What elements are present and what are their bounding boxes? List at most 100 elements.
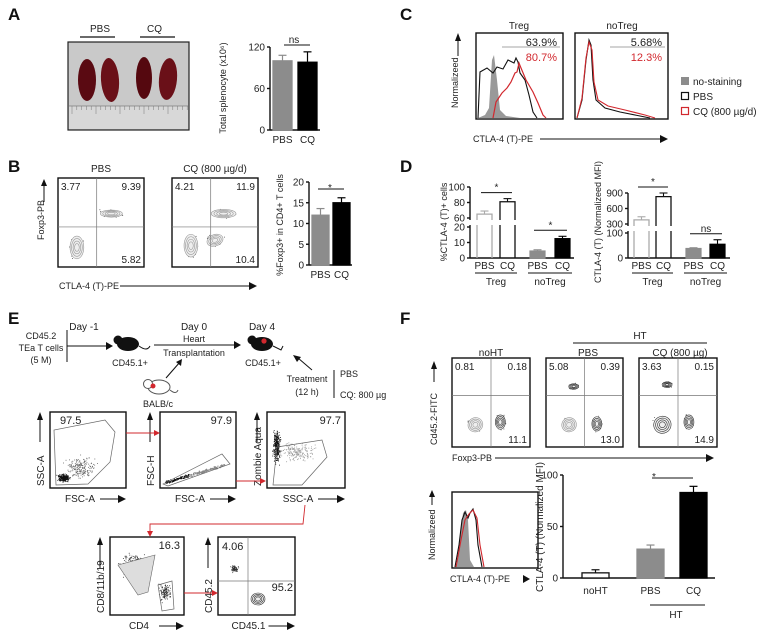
- event-dot: [277, 449, 279, 451]
- flow-plot-cq: 3.63 0.15 14.9: [638, 357, 718, 448]
- event-dot: [83, 466, 85, 468]
- event-dot: [213, 466, 215, 468]
- event-dot: [161, 594, 163, 596]
- donor-label: BALB/c: [143, 399, 174, 409]
- event-dot: [69, 459, 71, 461]
- event-dot: [279, 436, 281, 438]
- event-dot: [83, 471, 85, 473]
- event-dot: [301, 448, 303, 450]
- event-dot: [77, 468, 79, 470]
- population-contour: [469, 418, 482, 431]
- event-dot: [197, 472, 199, 474]
- event-dot: [123, 560, 125, 562]
- event-dot: [160, 584, 162, 586]
- event-dot: [304, 454, 306, 456]
- event-dot: [83, 458, 85, 460]
- event-dot: [67, 464, 69, 466]
- bar-cq: [297, 61, 318, 131]
- population-contour: [685, 417, 693, 427]
- population-contour: [208, 235, 222, 246]
- event-dot: [167, 595, 169, 597]
- event-dot: [298, 450, 300, 452]
- y-axis-arrowhead: [97, 537, 103, 545]
- event-dot: [71, 462, 73, 464]
- x-axis-arrowhead: [176, 622, 184, 630]
- event-dot: [78, 473, 80, 475]
- event-dot: [129, 557, 131, 559]
- event-dot: [283, 452, 285, 454]
- y-tick-label: 300: [606, 220, 623, 231]
- event-dot: [97, 463, 99, 465]
- bar-cq: [679, 491, 708, 579]
- event-dot: [275, 439, 277, 441]
- event-dot: [126, 556, 128, 558]
- event-dot: [69, 464, 71, 466]
- event-dot: [168, 482, 171, 484]
- event-dot: [299, 452, 301, 454]
- x-axis-label: FSC-A: [65, 494, 95, 505]
- event-dot: [279, 450, 281, 452]
- event-dot: [233, 569, 235, 571]
- event-dot: [305, 450, 307, 452]
- event-dot: [280, 453, 282, 455]
- event-dot: [161, 591, 163, 593]
- event-dot: [91, 466, 93, 468]
- event-dot: [192, 474, 194, 476]
- event-dot: [125, 558, 127, 560]
- quadrant-value-upper-left: 3.77: [61, 182, 81, 193]
- event-dot: [87, 472, 89, 474]
- mouse-icon-transplanted: [247, 335, 284, 351]
- event-dot: [125, 560, 127, 562]
- event-dot: [74, 464, 76, 466]
- event-dot: [62, 481, 64, 483]
- event-dot: [62, 462, 64, 464]
- event-dot: [214, 467, 216, 469]
- event-dot: [124, 556, 126, 558]
- population-contour: [591, 416, 603, 432]
- event-dot: [80, 472, 82, 474]
- event-dot: [73, 474, 75, 476]
- event-dot: [276, 458, 278, 460]
- event-dot: [163, 593, 165, 595]
- event-dot: [77, 459, 79, 461]
- event-dot: [72, 474, 74, 476]
- population-contour: [107, 212, 116, 216]
- event-dot: [64, 480, 66, 482]
- event-dot: [90, 470, 92, 472]
- y-label-line: %Foxp3+ in CD4+ T cells: [275, 174, 285, 276]
- panel-label-e: E: [8, 309, 19, 328]
- event-dot: [274, 440, 276, 442]
- group-label: noTreg: [534, 277, 565, 288]
- event-dot: [86, 458, 88, 460]
- event-dot: [71, 465, 73, 467]
- category-label: CQ: [710, 261, 725, 272]
- event-dot: [503, 428, 505, 430]
- event-dot: [280, 450, 282, 452]
- event-dot: [58, 475, 60, 477]
- event-dot: [272, 453, 274, 455]
- event-dot: [60, 480, 62, 482]
- category-label: CQ: [500, 261, 515, 272]
- population-contour: [252, 594, 264, 604]
- donor-cells-line3: (5 M): [31, 355, 52, 365]
- event-dot: [284, 448, 286, 450]
- y-tick-label: 10: [293, 219, 305, 230]
- group-label: Treg: [486, 277, 506, 288]
- event-dot: [279, 451, 281, 453]
- event-dot: [166, 587, 168, 589]
- flow-plot-pbs: 3.77 9.39 5.82: [57, 177, 145, 268]
- event-dot: [78, 463, 80, 465]
- event-dot: [302, 446, 304, 448]
- event-dot: [211, 468, 213, 470]
- event-dot: [272, 450, 274, 452]
- event-dot: [274, 438, 276, 440]
- y-axis-label: Total splenocyte (x10⁶): [218, 42, 228, 133]
- event-dot: [66, 480, 68, 482]
- y-tick-label: 5: [298, 240, 304, 251]
- event-dot: [60, 476, 62, 478]
- event-dot: [166, 585, 168, 587]
- category-label: noHT: [583, 586, 607, 597]
- event-dot: [70, 464, 72, 466]
- event-dot: [307, 456, 309, 458]
- gating-arrow: [149, 504, 306, 533]
